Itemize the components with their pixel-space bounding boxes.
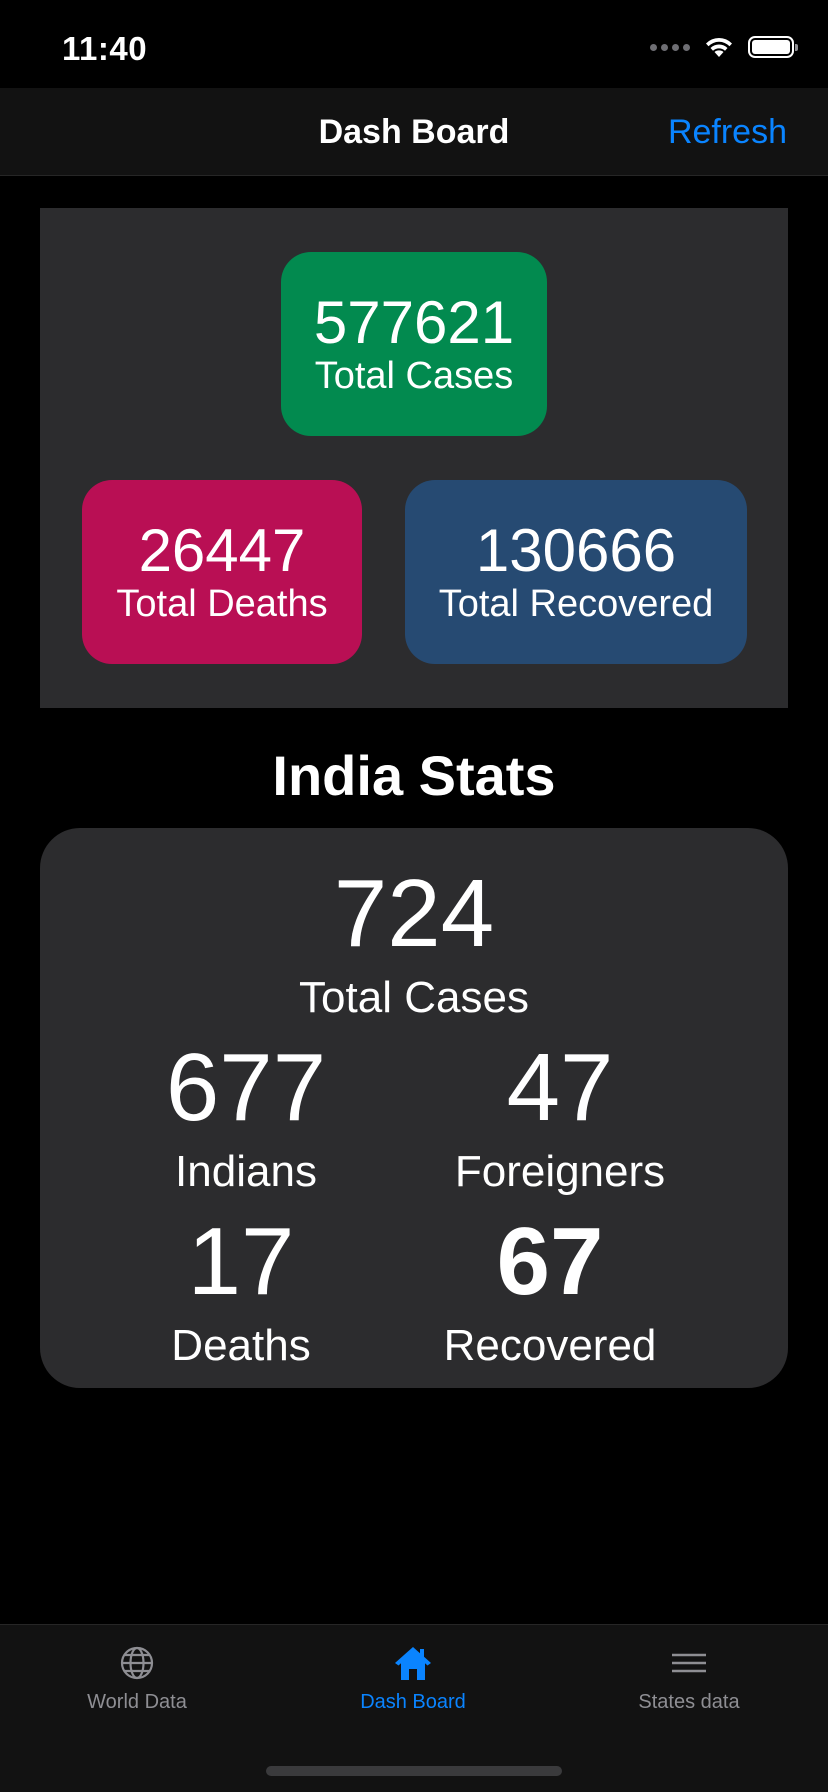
india-indians-value: 677 xyxy=(165,1034,327,1141)
india-deaths: 17 Deaths xyxy=(171,1212,310,1372)
tab-states-data-label: States data xyxy=(638,1691,740,1713)
total-cases-card: 577621 Total Cases xyxy=(281,252,547,436)
india-recovered: 67 Recovered xyxy=(444,1212,657,1372)
status-time: 11:40 xyxy=(62,30,148,67)
total-recovered-value: 130666 xyxy=(475,517,677,584)
world-stats-panel: 577621 Total Cases 26447 Total Deaths 13… xyxy=(40,208,788,708)
refresh-button[interactable]: Refresh xyxy=(667,113,787,151)
tab-bar: World Data Dash Board States data xyxy=(0,1624,828,1792)
battery-icon xyxy=(748,36,798,58)
total-cases-value: 577621 xyxy=(313,289,515,356)
wifi-icon xyxy=(706,37,732,57)
india-deaths-label: Deaths xyxy=(171,1321,311,1370)
india-deaths-value: 17 xyxy=(187,1208,295,1315)
india-recovered-value: 67 xyxy=(496,1208,604,1315)
tab-states-data[interactable]: States data xyxy=(589,1643,789,1714)
india-indians-label: Indians xyxy=(175,1147,317,1196)
india-indians: 677 Indians xyxy=(166,1038,326,1198)
navigation-bar: Dash Board Refresh xyxy=(0,88,828,176)
india-foreigners-value: 47 xyxy=(506,1034,614,1141)
globe-icon xyxy=(117,1643,157,1683)
tab-world-data-label: World Data xyxy=(87,1691,187,1713)
status-bar: 11:40 xyxy=(0,0,828,88)
india-stats-panel: 724 Total Cases 677 Indians 47 Foreigner… xyxy=(40,828,788,1388)
cellular-signal-icon xyxy=(650,43,690,51)
status-indicators xyxy=(650,36,798,58)
tab-dash-board[interactable]: Dash Board xyxy=(313,1643,513,1714)
india-total-cases: 724 Total Cases xyxy=(299,864,529,1024)
total-recovered-card: 130666 Total Recovered xyxy=(405,480,747,664)
home-indicator[interactable] xyxy=(266,1766,562,1776)
india-foreigners-label: Foreigners xyxy=(454,1147,666,1196)
tab-world-data[interactable]: World Data xyxy=(37,1643,237,1714)
india-total-cases-label: Total Cases xyxy=(299,973,529,1022)
india-stats-heading: India Stats xyxy=(272,744,556,807)
total-recovered-label: Total Recovered xyxy=(438,583,714,625)
page-title: Dash Board xyxy=(318,113,510,151)
india-recovered-label: Recovered xyxy=(443,1321,657,1370)
list-lines-icon xyxy=(669,1643,709,1683)
tab-dash-board-label: Dash Board xyxy=(360,1691,466,1713)
total-deaths-card: 26447 Total Deaths xyxy=(82,480,362,664)
total-deaths-label: Total Deaths xyxy=(116,583,328,625)
india-foreigners: 47 Foreigners xyxy=(455,1038,665,1198)
total-deaths-value: 26447 xyxy=(138,517,306,584)
house-icon xyxy=(393,1643,433,1683)
total-cases-label: Total Cases xyxy=(314,355,514,397)
india-total-cases-value: 724 xyxy=(333,860,495,967)
